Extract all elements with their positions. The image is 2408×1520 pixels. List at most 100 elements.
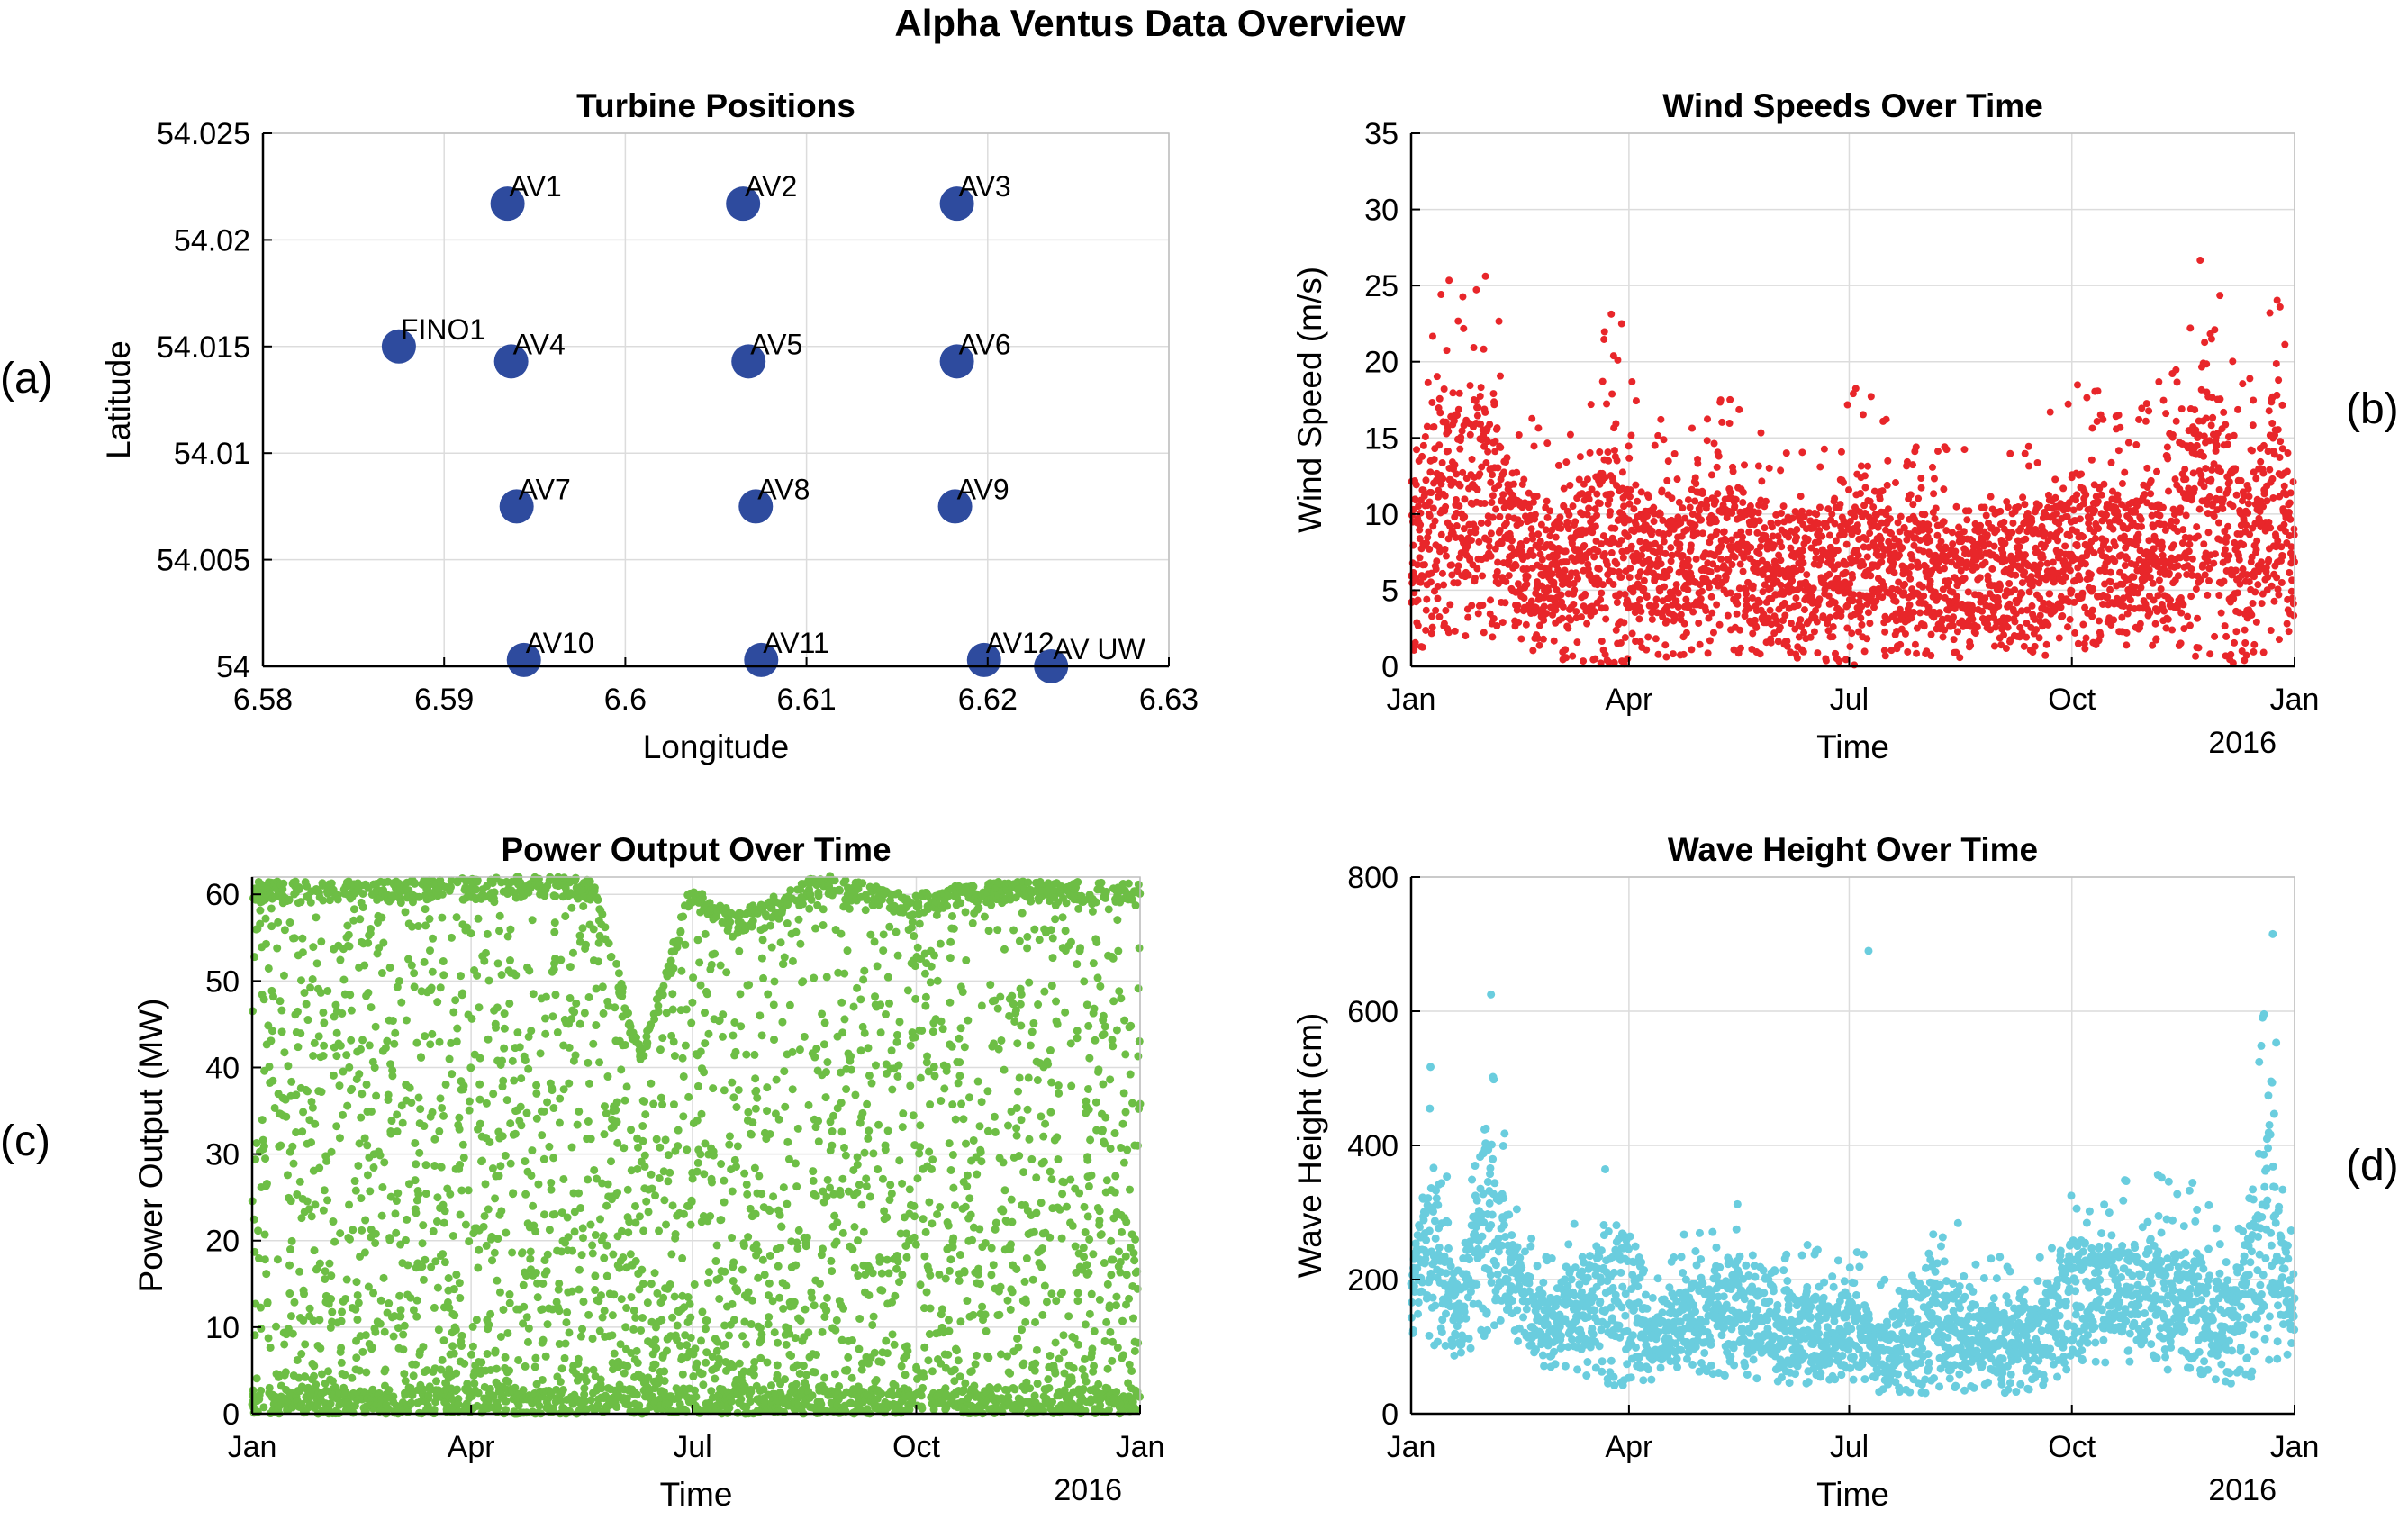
data-point [504,1378,513,1387]
data-point [1717,542,1725,550]
data-point [492,1364,501,1373]
data-point [293,1007,302,1016]
data-point [433,1283,442,1292]
data-point [1456,445,1464,453]
data-point [1733,610,1741,618]
data-point [439,1336,448,1345]
data-point [277,1006,286,1015]
data-point [1920,592,1928,600]
data-point [466,1063,475,1072]
data-point [1617,537,1625,545]
data-point [1915,494,1923,502]
data-point [1435,441,1444,449]
data-point [2165,569,2173,577]
data-point [2162,410,2170,418]
data-point [2194,614,2202,622]
data-point [1411,496,1419,504]
data-point [2286,499,2294,507]
data-point [439,1218,448,1227]
data-point [1543,439,1552,448]
data-point [345,942,354,951]
data-point [527,1171,536,1180]
turbine-label: AV4 [513,328,566,360]
data-point [1831,494,1839,502]
data-point [531,1227,540,1236]
data-point [520,1302,529,1311]
data-point [342,1051,351,1060]
data-point [2265,407,2273,415]
data-point [1949,540,1957,548]
data-point [1939,633,1947,641]
data-point [1662,617,1670,625]
data-point [2249,600,2257,608]
data-point [433,1193,442,1202]
data-point [1491,448,1499,456]
data-point [1602,615,1610,623]
data-point [457,972,466,981]
data-point [2266,466,2274,474]
data-point [1456,482,1464,490]
data-point [515,1043,524,1052]
data-point [1442,606,1450,614]
data-point [1459,468,1467,476]
data-point [1909,608,1917,616]
data-point [2252,475,2260,483]
data-point [1823,523,1831,531]
data-point [1867,572,1875,580]
data-point [2159,503,2167,511]
data-point [525,966,534,975]
data-point [2222,421,2230,429]
data-point [1434,594,1442,602]
data-point [2266,309,2274,317]
data-point [259,1403,268,1412]
data-point [1619,554,1627,562]
data-point [1843,401,1851,409]
turbine-marker [381,329,416,364]
data-point [533,1293,542,1302]
data-point [2106,568,2114,576]
data-point [1668,494,1676,502]
data-point [1527,597,1535,605]
data-point [485,1137,494,1146]
data-point [2011,618,2019,626]
data-point [456,1294,465,1303]
data-point [370,1063,379,1072]
data-point [2068,587,2076,595]
data-point [305,1304,314,1313]
data-point [2076,515,2084,523]
data-point [1981,558,1989,566]
data-point [397,998,406,1007]
data-point [1616,638,1625,647]
data-point [1940,518,1948,526]
data-point [2215,485,2223,493]
data-point [1761,524,1769,532]
data-point [1815,503,1824,511]
data-point [315,1316,324,1325]
data-point [541,992,550,1001]
data-point [356,1045,365,1054]
data-point [2231,638,2239,647]
data-point [484,976,493,985]
data-point [411,1176,420,1185]
data-point [1799,559,1807,567]
data-point [1430,456,1438,464]
data-point [2083,394,2091,402]
data-point [1613,599,1621,607]
data-point [298,948,307,957]
data-point [264,1334,273,1343]
data-point [316,988,325,997]
data-point [428,1108,437,1117]
data-point [2267,627,2275,635]
data-point [412,1038,421,1047]
data-point [1486,421,1494,429]
data-point [2000,518,2008,526]
data-point [400,1370,409,1379]
data-point [1598,581,1607,589]
data-point [1430,422,1438,430]
turbine-marker [493,344,529,379]
data-point [2285,508,2293,516]
data-point [2184,612,2192,620]
data-point [1755,550,1763,558]
data-point [495,927,504,936]
y-tick-label: 54 [216,650,250,684]
